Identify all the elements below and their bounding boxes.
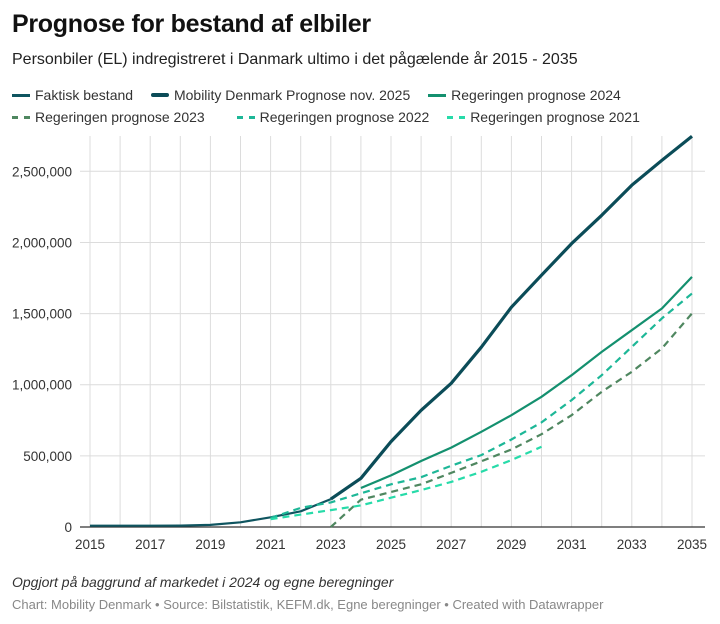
legend-label: Regeringen prognose 2024 [451,87,621,103]
y-tick-label: 1,500,000 [12,307,72,322]
grid-lines [80,136,705,528]
x-tick-label: 2027 [436,537,466,552]
series-line-regeringen-prognose-2021 [270,445,542,521]
legend-label: Faktisk bestand [35,87,134,103]
chart-title: Prognose for bestand af elbiler [12,10,371,38]
legend-swatch [428,93,447,97]
legend-swatch [12,115,30,119]
chart-note: Opgjort på baggrund af markedet i 2024 o… [12,574,394,590]
x-tick-label: 2025 [376,537,406,552]
legend-swatch [447,115,466,119]
x-axis-labels: 2015 2017 2019 2021 2023 2025 2027 2029 2031 2033… [75,537,707,552]
x-tick-label: 2031 [557,537,587,552]
legend-label: Mobility Denmark Prognose nov. 2025 [173,87,411,103]
series-line-faktisk-bestand [90,498,332,527]
x-tick-label: 2033 [617,537,647,552]
legend-item-reg-2024: Regeringen prognose 2024 [428,84,621,106]
y-tick-label: 2,500,000 [12,164,72,179]
legend-item-reg-2023: Regeringen prognose 2023 [12,109,205,125]
chart-byline: Chart: Mobility Denmark • Source: Bilsta… [12,597,604,612]
y-tick-label: 2,000,000 [12,235,72,250]
x-tick-label: 2019 [195,537,225,552]
legend-item-mobility: Mobility Denmark Prognose nov. 2025 [150,84,411,106]
y-tick-label: 0 [64,520,72,535]
x-tick-label: 2023 [316,537,346,552]
series-line-regeringen-prognose-2022 [270,292,693,519]
y-tick-label: 1,000,000 [12,378,72,393]
legend-item-reg-2022: Regeringen prognose 2022 [236,106,430,128]
x-tick-label: 2021 [256,537,286,552]
series-lines [90,135,693,528]
x-tick-label: 2015 [75,537,105,552]
legend-swatch [12,93,30,97]
legend-label: Regeringen prognose 2021 [470,109,640,125]
legend-item-reg-2021: Regeringen prognose 2021 [447,106,640,128]
x-tick-label: 2029 [496,537,526,552]
y-axis-labels: 0 500,000 1,000,000 1,500,000 2,000,000 2,500… [12,164,72,535]
series-line-regeringen-prognose-2024 [360,276,693,490]
legend-swatch [236,115,255,119]
legend-label: Regeringen prognose 2022 [259,109,430,125]
chart-subtitle: Personbiler (EL) indregistreret i Danmar… [12,51,578,68]
x-tick-label: 2035 [677,537,707,552]
y-tick-label: 500,000 [23,449,72,464]
series-line-mobility-denmark-prognose-nov-2025 [329,135,693,501]
legend-item-faktisk: Faktisk bestand [12,84,133,106]
legend-swatch [150,93,169,98]
chart-legend: Faktisk bestand Mobility Denmark Prognos… [12,84,712,128]
legend-label: Regeringen prognose 2023 [35,109,205,125]
x-tick-label: 2017 [135,537,165,552]
